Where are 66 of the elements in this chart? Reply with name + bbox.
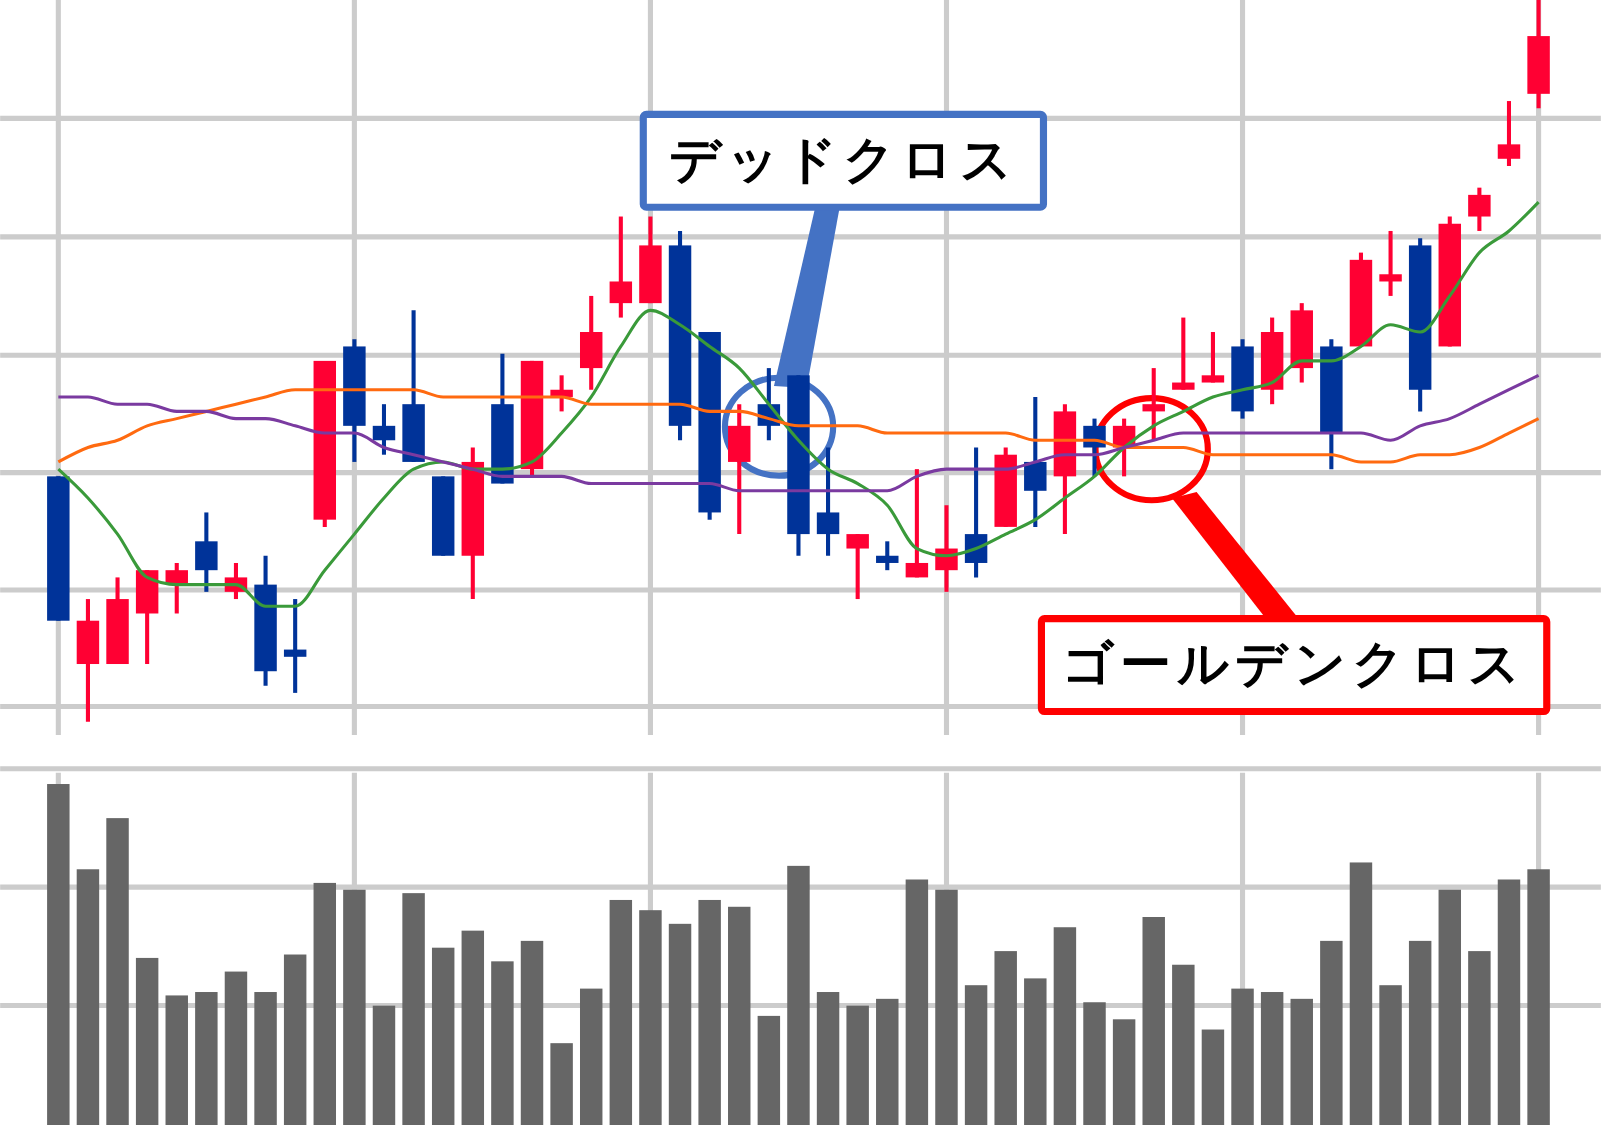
bar bbox=[550, 1043, 573, 1125]
bar bbox=[1024, 978, 1047, 1125]
bar bbox=[461, 930, 485, 1125]
bar bbox=[1379, 985, 1402, 1125]
bar bbox=[343, 889, 366, 1125]
bar bbox=[402, 893, 425, 1125]
bar bbox=[431, 947, 455, 1125]
candlestick bbox=[283, 599, 307, 693]
bar bbox=[964, 985, 988, 1125]
annotation: ゴールデンクロス bbox=[1062, 634, 1527, 694]
bar bbox=[1497, 879, 1521, 1125]
annotation: デッドクロス bbox=[668, 129, 1018, 189]
bar bbox=[698, 899, 721, 1125]
bar bbox=[905, 879, 929, 1125]
bar bbox=[224, 971, 248, 1125]
bar bbox=[757, 1015, 781, 1125]
candlestick bbox=[372, 404, 396, 455]
bar bbox=[1083, 1002, 1106, 1125]
bar bbox=[935, 889, 958, 1125]
bar bbox=[816, 992, 840, 1125]
bar bbox=[1142, 917, 1165, 1125]
bar bbox=[876, 998, 899, 1125]
candlestick bbox=[816, 447, 840, 556]
bar bbox=[1527, 869, 1550, 1125]
bar bbox=[639, 910, 662, 1125]
bar bbox=[1438, 889, 1461, 1125]
bar bbox=[579, 988, 603, 1125]
candlestick bbox=[905, 469, 929, 578]
bar bbox=[47, 784, 70, 1125]
bar bbox=[165, 995, 188, 1125]
bar bbox=[254, 992, 277, 1125]
bar bbox=[728, 906, 751, 1125]
bar bbox=[846, 1005, 869, 1125]
bar bbox=[195, 992, 218, 1125]
bar bbox=[135, 957, 159, 1125]
candlestick bbox=[876, 541, 899, 571]
candlestick bbox=[1497, 101, 1521, 166]
bar bbox=[1320, 940, 1343, 1125]
candlestick bbox=[1201, 332, 1225, 383]
bar bbox=[520, 940, 544, 1125]
bar bbox=[1231, 988, 1254, 1125]
bar bbox=[313, 882, 336, 1125]
bar bbox=[1468, 951, 1491, 1125]
bar bbox=[609, 899, 633, 1125]
bar bbox=[1172, 964, 1195, 1125]
bar bbox=[1408, 940, 1432, 1125]
bar bbox=[1290, 998, 1313, 1125]
bar bbox=[76, 869, 100, 1125]
bar bbox=[372, 1005, 396, 1125]
bar bbox=[1349, 862, 1373, 1125]
candlestick bbox=[1142, 368, 1165, 441]
bar bbox=[994, 951, 1017, 1125]
bar bbox=[283, 954, 307, 1125]
bar bbox=[106, 818, 129, 1125]
bar bbox=[1201, 1029, 1225, 1125]
candlestick bbox=[1468, 187, 1491, 231]
candlestick bbox=[1379, 230, 1402, 296]
bar bbox=[1112, 1019, 1136, 1125]
candlestick bbox=[609, 216, 633, 318]
candlestick bbox=[846, 534, 869, 600]
bar bbox=[491, 961, 514, 1125]
bar bbox=[1260, 992, 1284, 1125]
candlestick bbox=[1172, 317, 1195, 390]
bar bbox=[787, 865, 810, 1125]
bar bbox=[1053, 927, 1077, 1125]
bar bbox=[668, 923, 692, 1125]
